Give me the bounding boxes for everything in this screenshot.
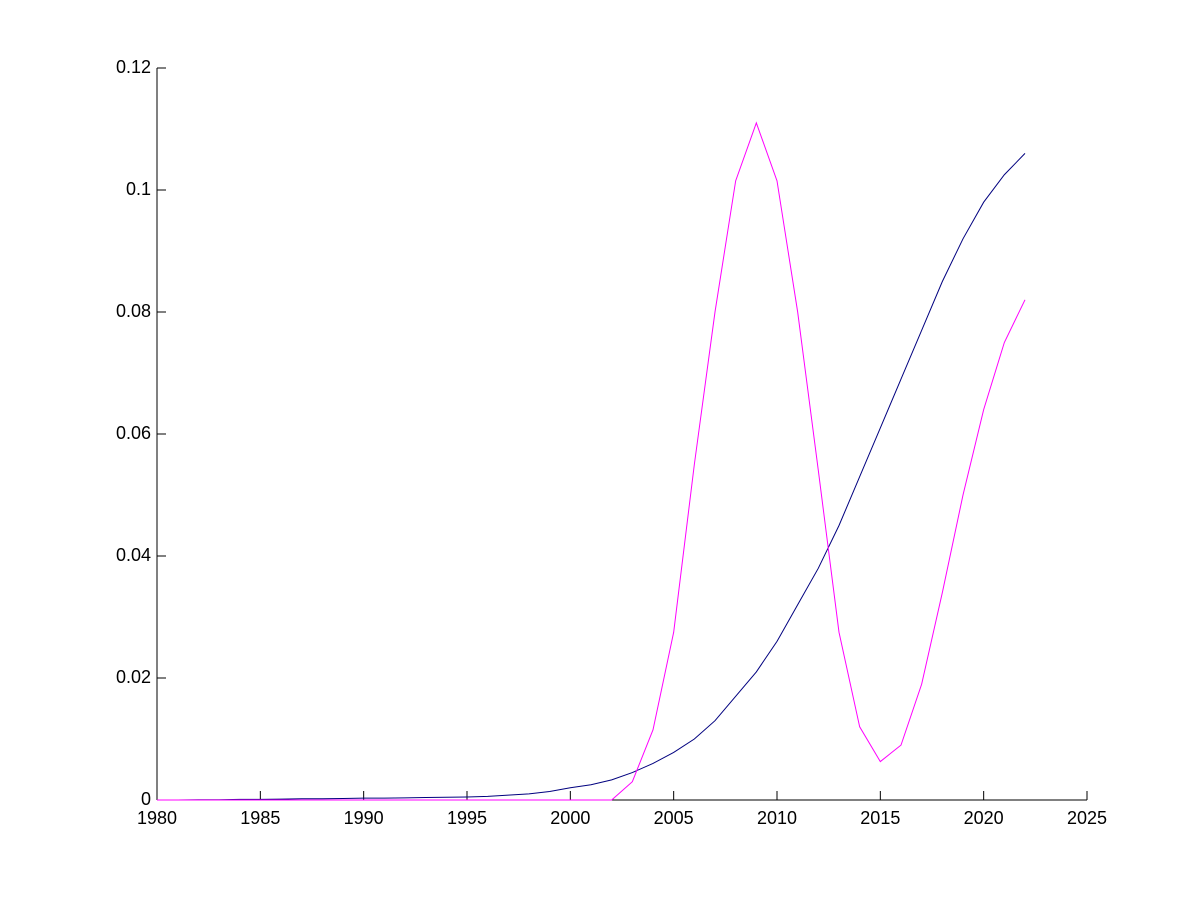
x-tick-label: 2000 [550, 808, 590, 828]
x-tick-label: 2020 [964, 808, 1004, 828]
x-tick-label: 1995 [447, 808, 487, 828]
y-tick-label: 0.12 [116, 57, 151, 77]
x-tick-label: 1990 [344, 808, 384, 828]
series-line [157, 121, 1026, 801]
y-tick-label: 0.08 [116, 301, 151, 321]
y-tick-label: 0.04 [116, 545, 151, 565]
x-tick-label: 2005 [654, 808, 694, 828]
x-tick-label: 2025 [1067, 808, 1107, 828]
x-tick-label: 2015 [860, 808, 900, 828]
x-tick-label: 1985 [240, 808, 280, 828]
x-tick-label: 1980 [137, 808, 177, 828]
y-tick-label: 0.1 [126, 179, 151, 199]
series-line [157, 153, 1026, 801]
y-tick-label: 0 [141, 789, 151, 809]
y-tick-label: 0.02 [116, 667, 151, 687]
x-tick-label: 2010 [757, 808, 797, 828]
y-tick-label: 0.06 [116, 423, 151, 443]
